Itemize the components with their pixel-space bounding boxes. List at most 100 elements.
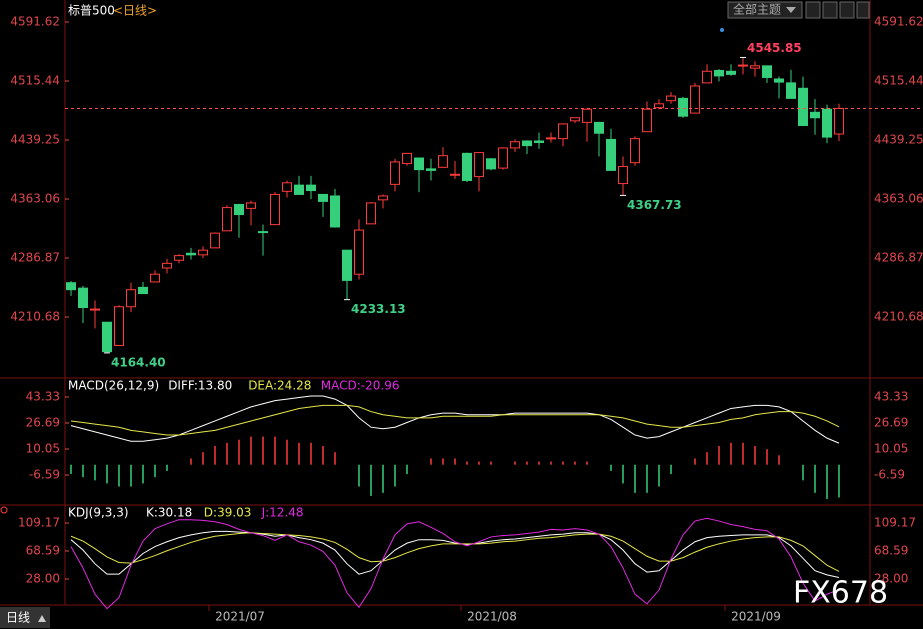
- annotation: 4164.40: [111, 355, 166, 369]
- y-tick-label: 43.33: [26, 390, 60, 404]
- tool-button[interactable]: [805, 1, 821, 19]
- indicator-line: [70, 395, 840, 444]
- candle-body: [786, 82, 796, 99]
- y-tick-label: 4286.87: [10, 251, 60, 265]
- y-tick-label: 10.05: [26, 441, 60, 455]
- y-tick-label-right: 28.00: [874, 572, 908, 586]
- indicator-line: [70, 530, 840, 578]
- y-tick-label-right: 10.05: [874, 441, 908, 455]
- candle-body: [414, 157, 424, 171]
- candle-body: [342, 249, 352, 281]
- y-tick-label-right: 4363.06: [874, 192, 923, 206]
- theme-button[interactable]: [727, 1, 803, 19]
- legend-entry: DEA:24.28: [248, 379, 311, 393]
- x-tick-label: 2021/08: [467, 610, 517, 624]
- candle-body: [462, 152, 472, 181]
- legend-entry: DIFF:13.80: [168, 379, 232, 393]
- candle-body: [198, 249, 208, 256]
- candle-body: [510, 141, 520, 149]
- candle-body: [234, 203, 244, 216]
- candle-body: [606, 138, 616, 171]
- candle-body: [702, 70, 712, 84]
- candle-body: [114, 306, 124, 346]
- y-tick-label: 26.69: [26, 416, 60, 430]
- y-tick-label-right: 4286.87: [874, 251, 923, 265]
- candle-body: [714, 69, 724, 77]
- candle-body: [654, 103, 664, 109]
- candle-body: [78, 287, 88, 309]
- candle-body: [558, 123, 568, 140]
- candle-body: [594, 121, 604, 134]
- dropdown-arrow: [786, 7, 796, 13]
- candle-body: [402, 152, 412, 164]
- y-tick-label: 4591.62: [10, 14, 60, 28]
- annotation: 4233.13: [351, 302, 406, 316]
- tool-button[interactable]: [856, 1, 870, 19]
- y-tick-label: 4515.44: [10, 73, 60, 87]
- indicator-line: [70, 517, 840, 610]
- candle-body: [282, 182, 292, 192]
- candle-body: [762, 65, 772, 78]
- candle-body: [822, 108, 832, 138]
- tool-button[interactable]: [822, 1, 838, 19]
- candle-body: [750, 65, 760, 69]
- marker-dot: [720, 28, 724, 32]
- y-tick-label: 4363.06: [10, 192, 60, 206]
- candle-body: [294, 184, 304, 195]
- y-tick-label-right: 68.59: [874, 544, 908, 558]
- y-tick-label: -6.59: [29, 467, 60, 481]
- y-tick-label-right: -6.59: [874, 467, 905, 481]
- y-tick-label: 4210.68: [10, 310, 60, 324]
- x-tick-label: 2021/09: [731, 610, 781, 624]
- y-tick-label: 4439.25: [10, 133, 60, 147]
- candle-body: [366, 202, 376, 225]
- candle-body: [222, 207, 232, 232]
- candle-body: [546, 137, 556, 140]
- y-tick-label-right: 109.17: [874, 516, 916, 530]
- candle-body: [126, 289, 136, 308]
- candle-body: [66, 282, 76, 291]
- candle-body: [174, 255, 184, 261]
- candle-body: [270, 193, 280, 226]
- candle-body: [834, 107, 844, 135]
- legend-entry: D:39.03: [204, 506, 252, 520]
- annotation: 4367.73: [627, 198, 682, 212]
- y-tick-label: 68.59: [26, 544, 60, 558]
- y-tick-label-right: 4210.68: [874, 310, 923, 324]
- indicator-line: [70, 404, 840, 436]
- candle-body: [162, 262, 172, 269]
- candle-body: [570, 117, 580, 122]
- candle-body: [798, 87, 808, 126]
- watermark: FX678: [793, 576, 888, 611]
- candle-body: [810, 111, 820, 119]
- period: <日线>: [113, 4, 157, 18]
- legend-entry: K:30.18: [146, 506, 192, 520]
- candle-body: [378, 195, 388, 201]
- candle-body: [678, 97, 688, 117]
- candle-body: [186, 252, 196, 256]
- candle-body: [522, 140, 532, 147]
- legend-entry: J:12.48: [261, 506, 304, 520]
- period-button-label[interactable]: 日线: [6, 611, 30, 625]
- period-button[interactable]: [0, 607, 50, 628]
- y-tick-label-right: 4439.25: [874, 133, 923, 147]
- theme-label[interactable]: 全部主题: [733, 2, 781, 17]
- candle-body: [582, 108, 592, 123]
- candle-body: [102, 321, 112, 353]
- candle-body: [726, 70, 736, 75]
- candle-body: [258, 231, 268, 234]
- candle-body: [150, 273, 160, 283]
- candle-body: [426, 168, 436, 171]
- y-tick-label-right: 4515.44: [874, 73, 923, 87]
- candle-body: [486, 158, 496, 170]
- legend-entry: MACD:-20.96: [321, 379, 400, 393]
- candle-body: [666, 95, 676, 102]
- candle-body: [306, 184, 316, 192]
- y-tick-label-right: 26.69: [874, 416, 908, 430]
- indicator-dot: [0, 506, 8, 514]
- tool-button[interactable]: [839, 1, 855, 19]
- x-tick-label: 2021/07: [215, 610, 265, 624]
- candle-body: [738, 64, 748, 67]
